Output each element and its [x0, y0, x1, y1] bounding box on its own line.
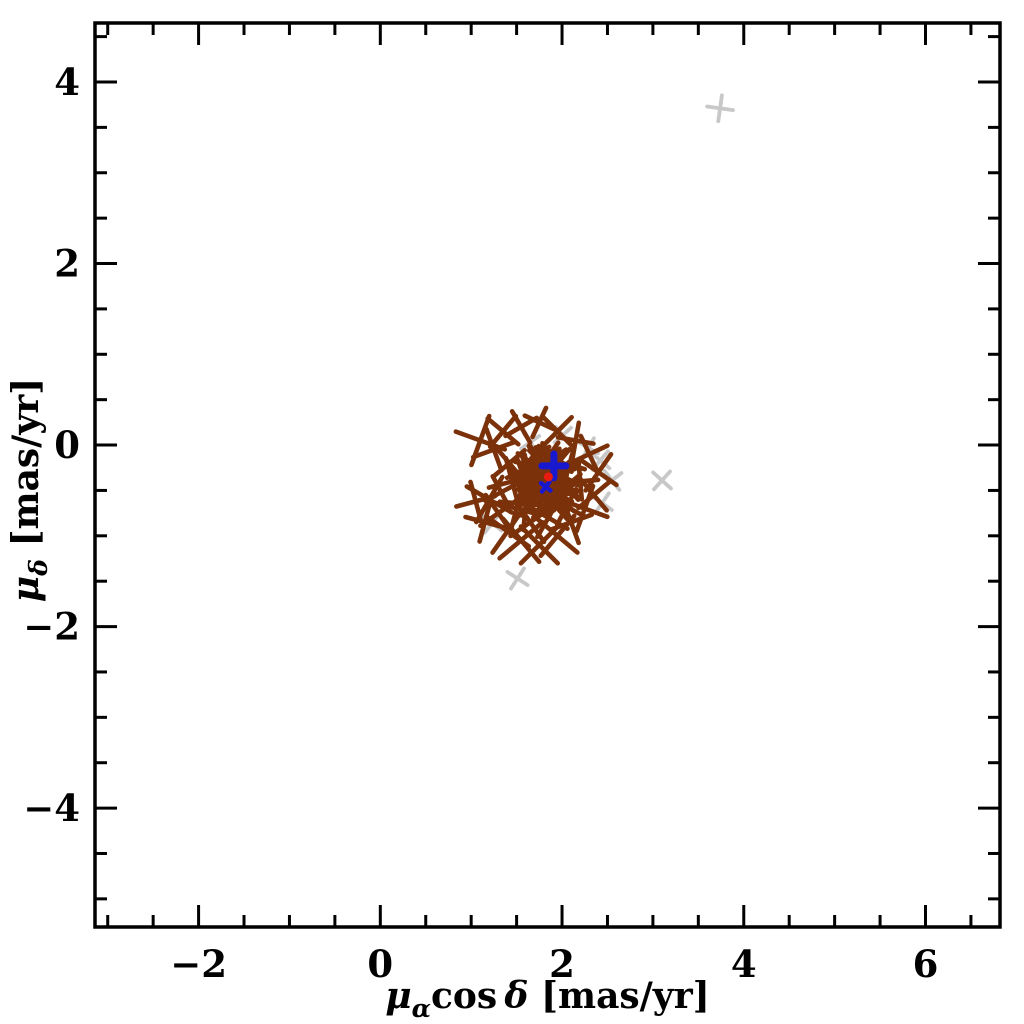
cross-arm — [509, 566, 526, 591]
cross-arm — [539, 479, 552, 494]
cross-arm — [541, 414, 574, 448]
x-tick-label: 0 — [367, 942, 393, 986]
scatter-point-cross — [485, 413, 521, 450]
scatter-point-cross — [453, 413, 508, 468]
series-red-dot — [543, 472, 553, 482]
cross-arm — [508, 485, 525, 533]
cross-arm — [518, 524, 560, 566]
cross-arm — [470, 439, 517, 460]
cross-arm — [568, 443, 610, 465]
cross-arm — [574, 483, 596, 534]
scatter-point-cross — [483, 474, 520, 511]
cross-arm — [477, 500, 493, 544]
cross-arm — [652, 469, 672, 492]
scatter-point-cross — [522, 405, 557, 440]
x-tick-label: 4 — [731, 942, 757, 986]
cross-arm — [576, 479, 612, 511]
cross-arm — [530, 405, 549, 440]
scatter-point-cross — [493, 485, 541, 533]
x-tick-label: −2 — [170, 942, 227, 986]
cross-arm — [490, 507, 525, 555]
scatter-point-cross — [470, 426, 517, 473]
axis-ticks — [95, 23, 1000, 927]
cross-arm — [716, 93, 724, 124]
cross-arm — [487, 413, 519, 450]
scatter-point-cross — [505, 566, 530, 591]
y-tick-label: 2 — [54, 242, 80, 286]
y-axis-label: μδ [mas/yr] — [5, 378, 53, 603]
scatter-point-cross — [519, 484, 553, 518]
cross-arm — [518, 447, 540, 476]
x-tick-label: 2 — [549, 942, 575, 986]
scatter-point-cross — [568, 433, 610, 475]
cross-arm — [583, 451, 614, 493]
scatter-point-cross — [483, 507, 532, 555]
tick-labels: −2 0 2 4 6 −4 −2 0 2 4 — [23, 60, 938, 986]
series-cluster-members-brown — [453, 405, 619, 566]
series-mean-motion-blue-plus — [538, 450, 570, 482]
y-tick-label: 0 — [54, 423, 80, 467]
scatter-point-cross — [651, 469, 673, 492]
x-tick-label: 6 — [913, 942, 939, 986]
scatter-point-cross — [515, 447, 544, 476]
scatter-point-cross — [576, 477, 612, 513]
series-secondary-blue-cross — [538, 479, 553, 494]
x-axis-label: μαcos δ [mas/yr] — [385, 975, 709, 1023]
plot-frame — [93, 21, 1002, 929]
y-tick-label: −4 — [23, 786, 80, 830]
cross-arm — [519, 484, 553, 518]
scatter-point-cross — [705, 93, 735, 124]
y-tick-label: −2 — [23, 605, 80, 649]
scatter-point-cross — [538, 479, 553, 494]
scatter-point-dot — [543, 472, 553, 482]
y-tick-label: 4 — [54, 60, 80, 104]
cross-arm — [483, 481, 520, 503]
cross-arm — [559, 477, 601, 486]
scatter-point-cross — [538, 450, 570, 482]
